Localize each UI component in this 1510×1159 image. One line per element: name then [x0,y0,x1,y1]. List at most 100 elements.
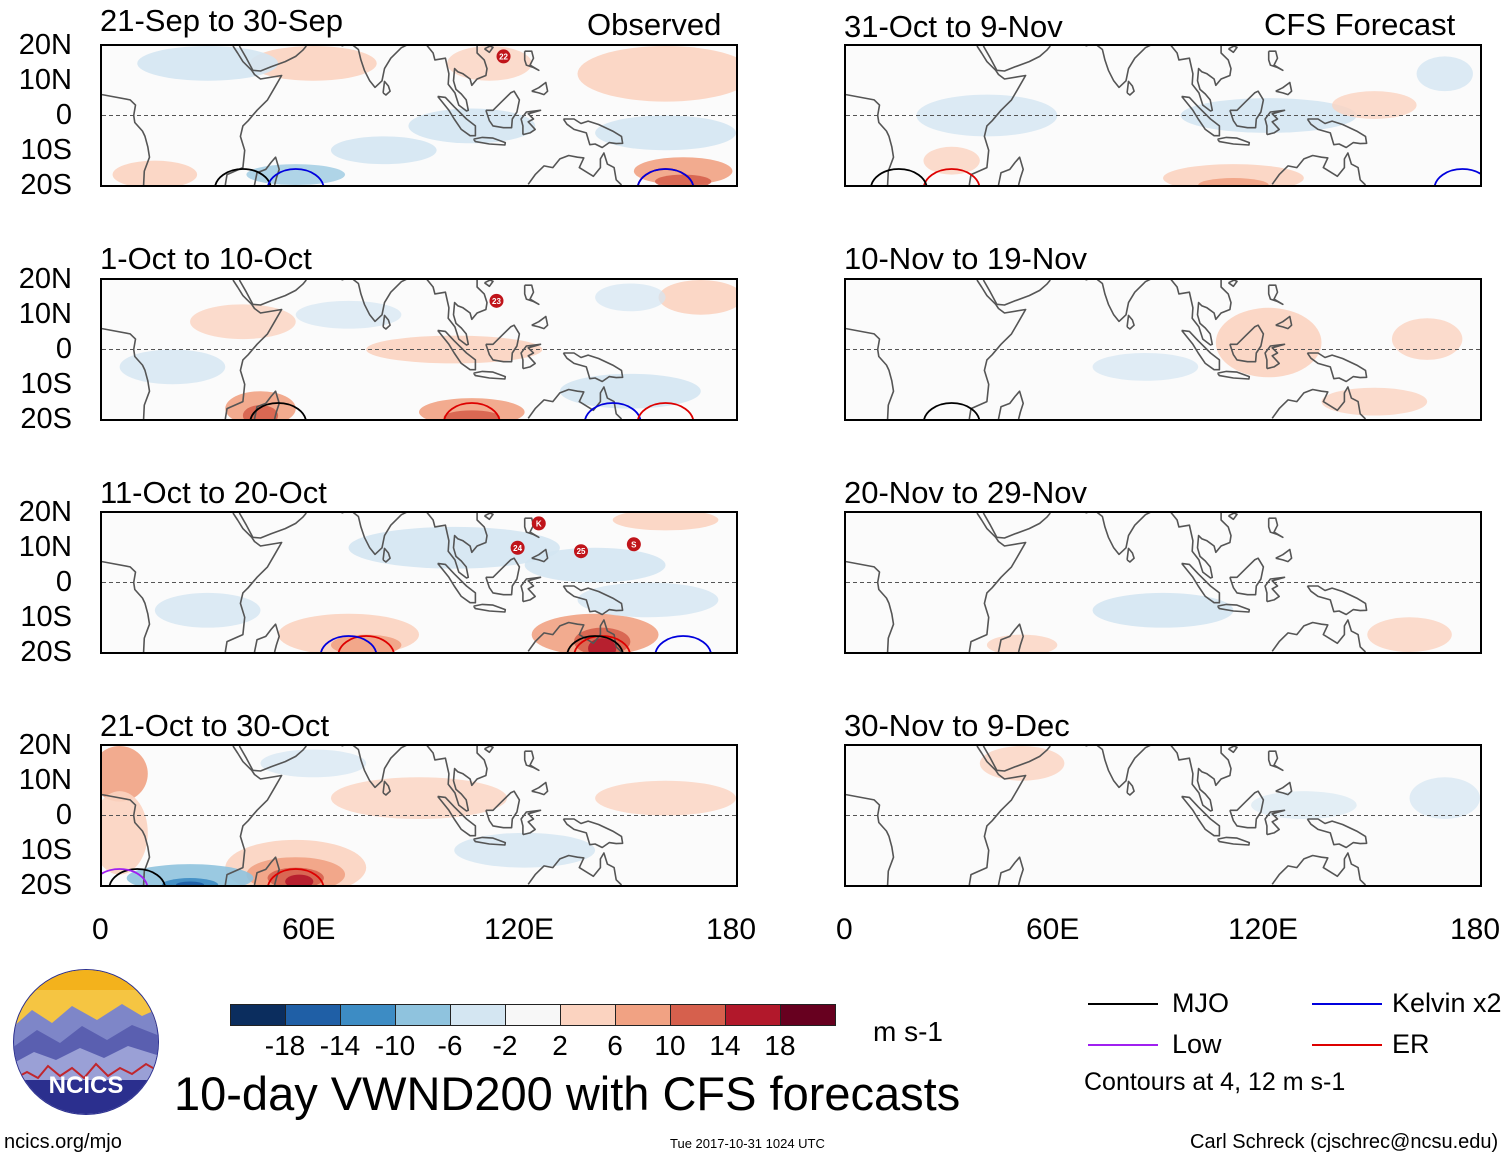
svg-text:24: 24 [513,544,522,553]
lon-label-left-180: 180 [706,913,757,946]
lat-label: 10N [18,764,72,796]
storm-marker: S [626,537,641,552]
footer-credit: Carl Schreck (cjschrec@ncsu.edu) [1190,1131,1499,1153]
legend-line-low [1088,1044,1158,1046]
storm-marker: 25 [574,544,589,559]
lon-label-right-120e: 120E [1228,913,1299,946]
colorbar-tick-label: -10 [374,1030,416,1061]
map-panel-observed-2: 23 [100,278,738,421]
colorbar-tick-label: 14 [709,1030,741,1061]
panel-title-right-2: 10-Nov to 19-Nov [844,241,1087,276]
coastlines [102,46,624,185]
main-title: 10-day VWND200 with CFS forecasts [174,1067,961,1120]
legend-label-mjo: MJO [1172,988,1229,1018]
lon-label-right-180: 180 [1450,913,1501,946]
lat-label: 20S [20,869,72,901]
footer-timestamp: Tue 2017-10-31 1024 UTC [670,1136,825,1151]
lat-label: 20N [18,29,72,61]
anomaly-field [979,746,1480,819]
anomaly-field [154,513,719,652]
legend-line-mjo [1088,1003,1158,1005]
lat-label: 10S [20,601,72,633]
coastlines [102,280,624,419]
colorbar-units: m s-1 [873,1016,943,1047]
colorbar-swatch [615,1004,671,1026]
panel-title-right-3: 20-Nov to 29-Nov [844,475,1087,510]
lat-label: 20N [18,729,72,761]
map-panel-forecast-1 [844,44,1482,187]
legend-line-er [1312,1044,1382,1046]
svg-text:23: 23 [492,297,501,306]
lat-label: 0 [55,799,72,831]
colorbar-tick-label: 18 [764,1030,796,1061]
wave-contours [214,168,694,185]
coastlines [846,746,1368,885]
lat-label: 10N [18,298,72,330]
anomaly-field [112,46,736,185]
lat-label: 20S [20,403,72,435]
lat-label: 0 [55,99,72,131]
colorbar-tick-label: -2 [492,1030,518,1061]
colorbar-swatch [395,1004,451,1026]
wave-contours [870,168,1480,185]
lon-label-left-0: 0 [92,913,109,946]
coastlines [102,513,624,652]
wave-contours [923,402,981,419]
coastlines [846,46,1368,185]
panel-title-left-1: 21-Sep to 30-Sep [100,3,344,38]
wave-contours [249,402,694,419]
colorbar-swatch [450,1004,506,1026]
lat-label: 20S [20,636,72,668]
storm-marker: K [531,516,546,531]
lon-label-left-120e: 120E [484,913,555,946]
footer-url[interactable]: ncics.org/mjo [4,1131,122,1153]
colorbar-tick-label: 10 [654,1030,686,1061]
lon-label-left-60e: 60E [282,913,336,946]
lon-label-right-60e: 60E [1026,913,1080,946]
lat-label: 10S [20,134,72,166]
colorbar-swatch [230,1004,286,1026]
lat-label: 0 [55,566,72,598]
colorbar-swatch [780,1004,836,1026]
map-panel-observed-4 [100,744,738,887]
map-panel-forecast-3 [844,511,1482,654]
panel-title-right-1: 31-Oct to 9-Nov [844,9,1063,44]
ncics-logo: NCICS [12,968,160,1116]
storm-marker: 22 [496,49,511,64]
legend-label-kelvin: Kelvin x2 [1392,988,1502,1018]
contour-note: Contours at 4, 12 m s-1 [1084,1068,1346,1096]
wave-contours [320,635,712,652]
logo-text: NCICS [49,1072,124,1099]
lat-label: 10N [18,531,72,563]
anomaly-field [1092,307,1463,416]
colorbar-swatch [560,1004,616,1026]
svg-text:22: 22 [499,52,508,61]
colorbar-tick-label: -14 [319,1030,361,1061]
colorbar-tick-label: -6 [437,1030,463,1061]
panel-title-right-4: 30-Nov to 9-Dec [844,708,1070,743]
lat-label: 10S [20,834,72,866]
map-panel-observed-1: 22 [100,44,738,187]
colorbar-swatch [670,1004,726,1026]
lat-label: 0 [55,333,72,365]
observed-label: Observed [587,7,722,42]
coastlines [846,513,1368,652]
colorbar-tick-label: -18 [264,1030,306,1061]
lat-label: 20N [18,496,72,528]
legend-label-low: Low [1172,1029,1222,1059]
svg-text:K: K [536,519,542,528]
panel-title-left-3: 11-Oct to 20-Oct [100,475,327,510]
panel-title-left-4: 21-Oct to 30-Oct [100,708,330,743]
storm-marker: 24 [510,540,525,555]
wave-contours [102,868,325,885]
coastlines [846,280,1368,419]
legend-line-kelvin [1312,1003,1382,1005]
lat-label: 20N [18,263,72,295]
lat-label: 10S [20,368,72,400]
colorbar-swatch [340,1004,396,1026]
map-panel-forecast-4 [844,744,1482,887]
colorbar-tick-label: 6 [607,1030,623,1061]
lat-label: 20S [20,169,72,201]
colorbar-swatch [725,1004,781,1026]
lat-label: 10N [18,64,72,96]
